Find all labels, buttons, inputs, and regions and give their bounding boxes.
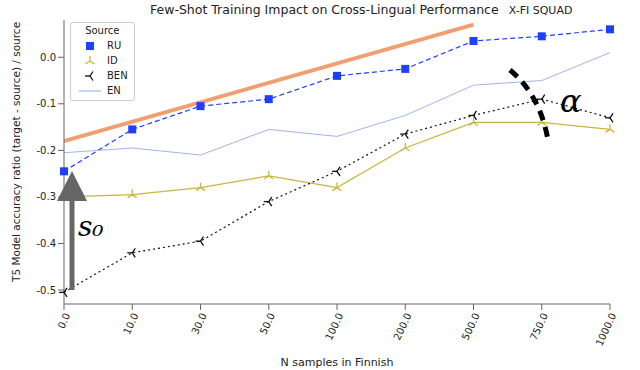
svg-text:N samples in Finnish: N samples in Finnish (281, 356, 394, 369)
svg-text:200.0: 200.0 (391, 311, 413, 342)
svg-text:-0.1: -0.1 (36, 98, 56, 109)
html-text:RU: RU (107, 40, 122, 51)
svg-text:-0.2: -0.2 (36, 145, 56, 156)
svg-text:30.0: 30.0 (189, 311, 208, 336)
svg-text:100.0: 100.0 (323, 311, 345, 342)
html-text:s₀: s₀ (78, 210, 104, 243)
svg-text:T5 Model accuracy ratio (targe: T5 Model accuracy ratio (target - source… (10, 22, 22, 283)
svg-text:-0.5: -0.5 (36, 285, 56, 296)
html-text:BEN: BEN (107, 70, 128, 81)
svg-text:-0.4: -0.4 (36, 238, 56, 249)
html-text:α: α (560, 82, 582, 120)
svg-text:750.0: 750.0 (528, 311, 550, 342)
html-text:Few-Shot Training Impact on Cr: Few-Shot Training Impact on Cross-Lingua… (150, 2, 499, 17)
svg-text:0.0: 0.0 (56, 311, 73, 330)
svg-text:0.0: 0.0 (40, 52, 56, 63)
svg-text:50.0: 50.0 (258, 311, 277, 336)
svg-text:-0.3: -0.3 (36, 191, 56, 202)
svg-text:500.0: 500.0 (460, 311, 482, 342)
html-text:Source: Source (85, 25, 120, 36)
svg-text:10.0: 10.0 (121, 311, 140, 336)
html-text:EN: EN (107, 85, 121, 96)
html-text:ID: ID (107, 55, 118, 66)
svg-text:1000.0: 1000.0 (593, 311, 618, 347)
html-text:X-FI SQUAD: X-FI SQUAD (508, 4, 573, 17)
